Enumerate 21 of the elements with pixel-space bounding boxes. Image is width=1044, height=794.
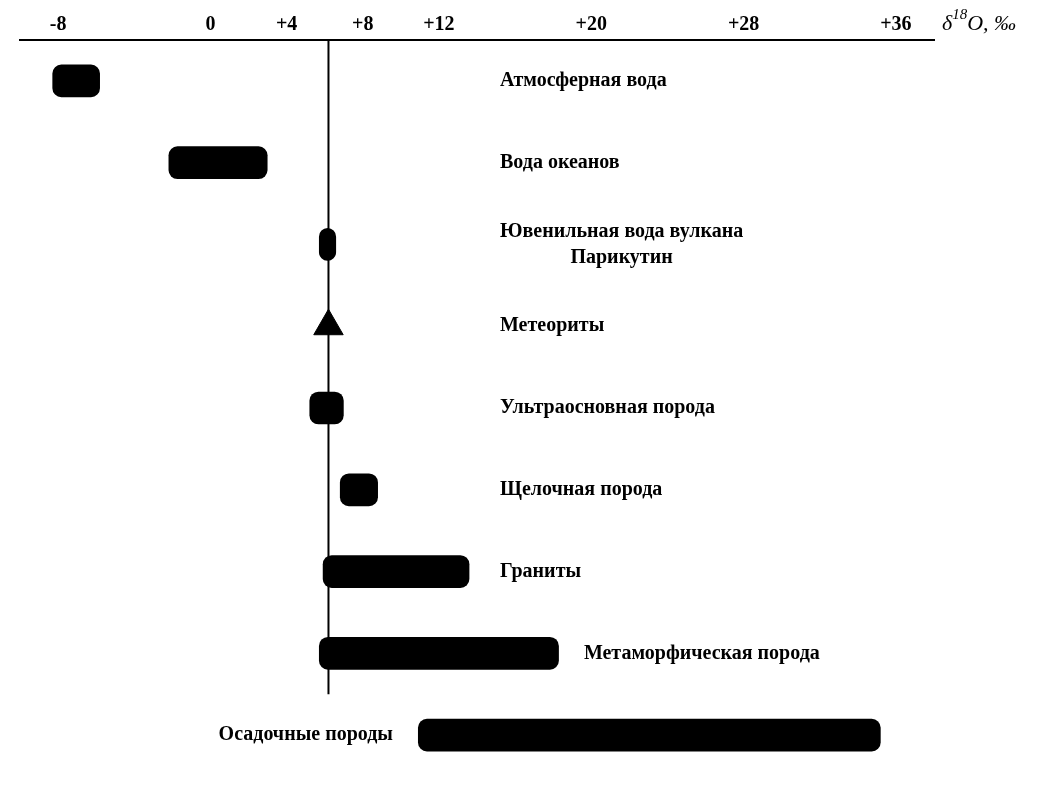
x-tick-label: +8 (352, 12, 374, 35)
x-tick-label: +36 (880, 12, 912, 35)
bar (168, 146, 268, 180)
x-tick-label: 0 (205, 12, 216, 35)
y-tick-label: Граниты (500, 558, 582, 582)
y-tick-label: Ультраосновная порода (500, 395, 715, 419)
bar (339, 473, 378, 507)
y-tick-label: Метеориты (500, 313, 605, 337)
y-tick-label: Метаморфическая порода (583, 640, 820, 664)
x-tick-label: +12 (423, 12, 455, 35)
bar (417, 718, 881, 752)
y-tick-label: Осадочные породы (218, 722, 394, 746)
x-tick-label: +28 (727, 12, 760, 35)
x-tick-label: +4 (275, 12, 298, 35)
y-tick-label: Ювенильная вода вулкана Парикутин (500, 218, 744, 268)
x-tick-label: +20 (575, 12, 607, 35)
y-tick-label: Вода океанов (500, 149, 620, 172)
y-tick-label: Щелочная порода (500, 476, 663, 500)
x-tick-label: -8 (49, 12, 67, 35)
y-tick-label: Атмосферная вода (500, 68, 667, 92)
bar (52, 64, 100, 98)
